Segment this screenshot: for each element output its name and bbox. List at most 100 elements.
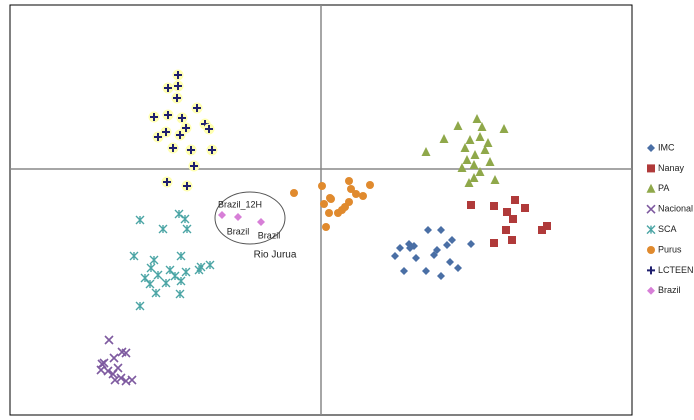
marker-shape [146,263,156,273]
legend-label: IMC [658,142,675,152]
marker-shape [176,251,186,261]
marker [257,218,265,226]
marker-shape [149,255,159,265]
marker-shape [145,279,155,289]
annotation: Brazil_12H [218,199,262,209]
marker-shape [453,121,463,130]
legend-label: Brazil [658,285,681,295]
marker [181,267,191,277]
marker [485,157,495,166]
marker [149,255,159,265]
marker [185,144,197,156]
marker [160,126,172,138]
marker [511,196,519,204]
marker [543,222,551,230]
marker-shape [162,128,170,136]
marker-shape [208,146,216,154]
marker-shape [196,262,206,272]
marker-shape [325,209,333,217]
marker-shape [485,157,495,166]
marker-shape [464,178,474,187]
marker [460,143,470,152]
marker-shape [457,163,467,172]
marker [127,375,137,385]
annotation: Brazil [227,226,250,236]
marker-shape [151,288,161,298]
marker [97,359,107,369]
marker-shape [477,122,487,131]
marker [647,144,655,152]
marker [503,208,511,216]
marker-shape [326,194,334,202]
marker-shape [129,251,139,261]
marker [475,132,485,141]
marker-shape [424,226,432,234]
marker [472,114,482,123]
marker-shape [108,369,118,379]
marker-shape [490,202,498,210]
marker-shape [646,183,656,193]
marker [146,263,156,273]
marker-shape [422,267,430,275]
marker-shape [169,144,177,152]
annotation: Brazil [258,230,281,240]
marker [508,236,516,244]
marker-shape [290,189,298,197]
marker [151,288,161,298]
legend-label: PA [658,183,669,193]
marker [176,251,186,261]
marker-shape [322,223,330,231]
marker-shape [509,215,517,223]
marker-shape [480,145,490,154]
marker [188,160,200,172]
marker-shape [462,155,472,164]
marker-shape [173,94,181,102]
marker-shape [490,175,500,184]
marker [421,147,431,156]
marker-shape [421,147,431,156]
marker [135,215,145,225]
marker [203,123,215,135]
marker [647,266,655,275]
marker-shape [205,260,215,270]
marker [352,190,360,198]
marker-shape [543,222,551,230]
marker-shape [483,138,493,147]
marker [161,176,173,188]
marker [152,131,164,143]
marker-shape [121,348,131,358]
marker-shape [475,167,485,176]
marker [180,214,190,224]
marker-shape [469,160,479,169]
marker-shape [318,182,326,190]
marker [162,82,174,94]
marker-shape [469,173,479,182]
marker [174,129,186,141]
marker [165,265,175,275]
marker-shape [182,124,190,132]
marker-shape [538,226,546,234]
marker-shape [161,278,171,288]
marker [121,348,131,358]
marker-shape [646,225,656,235]
marker-shape [257,218,265,226]
marker-shape [521,204,529,212]
marker [647,164,655,173]
marker-shape [187,146,195,154]
marker-shape [178,114,186,122]
marker-shape [396,244,404,252]
marker [191,102,203,114]
marker [490,175,500,184]
marker [490,202,498,210]
marker-shape [454,264,462,272]
marker [457,163,467,172]
marker [174,209,184,219]
marker [467,201,475,209]
marker [465,135,475,144]
marker-shape [338,206,346,214]
marker [322,223,330,231]
marker [437,272,445,280]
marker-shape [443,241,451,249]
marker-shape [345,198,353,206]
